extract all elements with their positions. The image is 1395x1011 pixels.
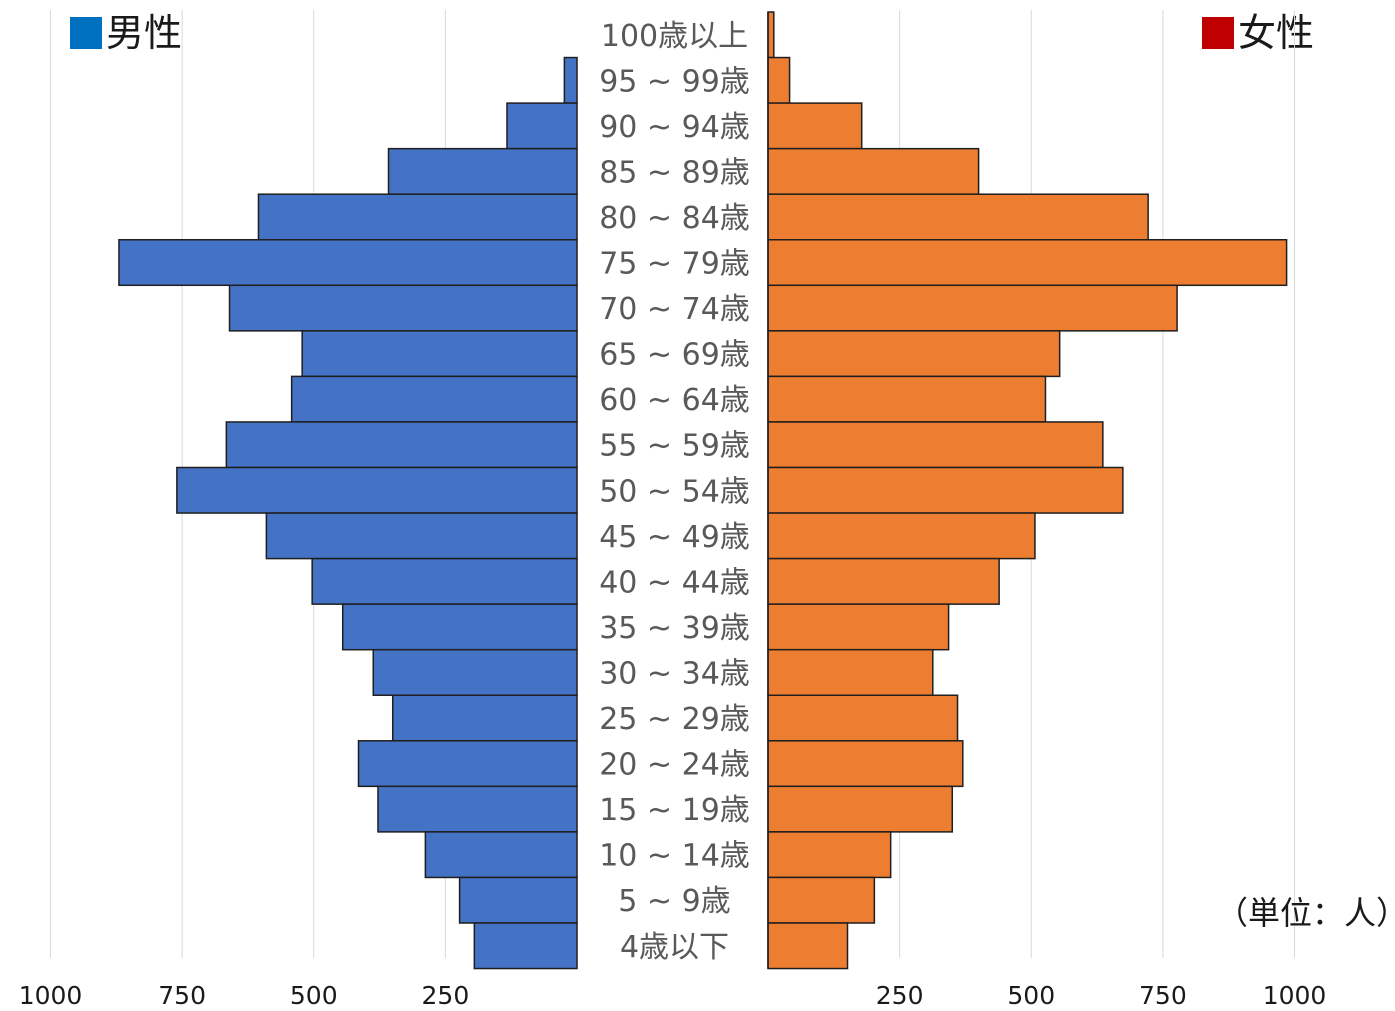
category-labels: 100歳以上 95 ~ 99歳 90 ~ 94歳 85 ~ 89歳 80 ~ 84歳 75… — [599, 19, 750, 965]
category-label-10: 50 ~ 54歳 — [599, 474, 750, 509]
tick-right-250: 250 — [876, 981, 924, 1010]
legend-male-label: 男性 — [106, 11, 183, 55]
legend-male: 男性 — [70, 14, 182, 52]
bar-female-19 — [767, 876, 876, 924]
bar-female-7 — [767, 330, 1061, 378]
bar-male-3 — [387, 147, 578, 195]
bar-male-2 — [506, 102, 578, 150]
unit-label: （単位：人） — [1216, 894, 1395, 932]
bar-male-4 — [257, 193, 578, 241]
bar-male-19 — [458, 876, 578, 924]
bar-female-13 — [767, 603, 950, 651]
category-label-14: 30 ~ 34歳 — [599, 656, 750, 691]
bar-female-20 — [767, 922, 849, 970]
category-label-5: 75 ~ 79歳 — [599, 247, 750, 282]
bar-female-12 — [767, 557, 1000, 605]
legend-female-label: 女性 — [1238, 11, 1315, 55]
tick-labels: 100075050025025050075010001250 — [19, 981, 1395, 1010]
bar-male-8 — [290, 375, 578, 423]
bar-female-5 — [767, 239, 1288, 287]
category-label-15: 25 ~ 29歳 — [599, 702, 750, 737]
bar-male-1 — [563, 56, 578, 104]
category-label-13: 35 ~ 39歳 — [599, 611, 750, 646]
tick-left-750: 750 — [158, 981, 206, 1010]
bar-male-10 — [176, 466, 578, 514]
tick-left-500: 500 — [290, 981, 338, 1010]
bar-male-6 — [228, 284, 578, 332]
bar-female-16 — [767, 740, 964, 788]
bar-female-15 — [767, 694, 959, 742]
category-label-17: 15 ~ 19歳 — [599, 793, 750, 828]
bar-male-7 — [301, 330, 578, 378]
tick-left-1000: 1000 — [19, 981, 83, 1010]
category-label-8: 60 ~ 64歳 — [599, 383, 750, 418]
category-label-3: 85 ~ 89歳 — [599, 155, 750, 190]
tick-right-1000: 1000 — [1263, 981, 1327, 1010]
bar-female-11 — [767, 512, 1036, 560]
bar-male-12 — [311, 557, 578, 605]
bar-female-10 — [767, 466, 1124, 514]
bar-male-18 — [424, 831, 578, 879]
bar-male-13 — [341, 603, 578, 651]
tick-left-250: 250 — [422, 981, 470, 1010]
legend-female-swatch — [1202, 17, 1234, 49]
bar-female-8 — [767, 375, 1047, 423]
bar-male-15 — [391, 694, 578, 742]
category-label-4: 80 ~ 84歳 — [599, 201, 750, 236]
bar-female-1 — [767, 56, 791, 104]
tick-right-750: 750 — [1139, 981, 1187, 1010]
bar-male-20 — [473, 922, 578, 970]
tick-right-500: 500 — [1007, 981, 1055, 1010]
bar-male-9 — [225, 421, 578, 469]
legend-female: 女性 — [1202, 14, 1314, 52]
bars — [118, 11, 1288, 970]
bar-female-6 — [767, 284, 1178, 332]
bar-female-0 — [767, 11, 775, 59]
bar-male-5 — [118, 239, 578, 287]
bar-female-4 — [767, 193, 1149, 241]
bar-male-16 — [357, 740, 578, 788]
bar-male-11 — [265, 512, 578, 560]
category-label-12: 40 ~ 44歳 — [599, 565, 750, 600]
category-label-11: 45 ~ 49歳 — [599, 520, 750, 555]
category-label-7: 65 ~ 69歳 — [599, 338, 750, 373]
category-label-19: 5 ~ 9歳 — [618, 884, 730, 919]
bar-male-14 — [372, 648, 578, 697]
bar-female-17 — [767, 785, 954, 833]
bar-female-3 — [767, 147, 980, 195]
category-label-2: 90 ~ 94歳 — [599, 110, 750, 145]
category-label-16: 20 ~ 24歳 — [599, 748, 750, 783]
category-label-18: 10 ~ 14歳 — [599, 839, 750, 874]
category-label-20: 4歳以下 — [620, 930, 729, 965]
category-label-1: 95 ~ 99歳 — [599, 64, 750, 99]
bar-female-14 — [767, 648, 934, 697]
legend-male-swatch — [70, 17, 102, 49]
category-label-0: 100歳以上 — [601, 19, 748, 54]
category-label-6: 70 ~ 74歳 — [599, 292, 750, 327]
bar-female-9 — [767, 421, 1104, 469]
bar-male-17 — [377, 785, 578, 833]
bar-female-18 — [767, 831, 892, 879]
category-label-9: 55 ~ 59歳 — [599, 429, 750, 464]
bar-female-2 — [767, 102, 863, 150]
